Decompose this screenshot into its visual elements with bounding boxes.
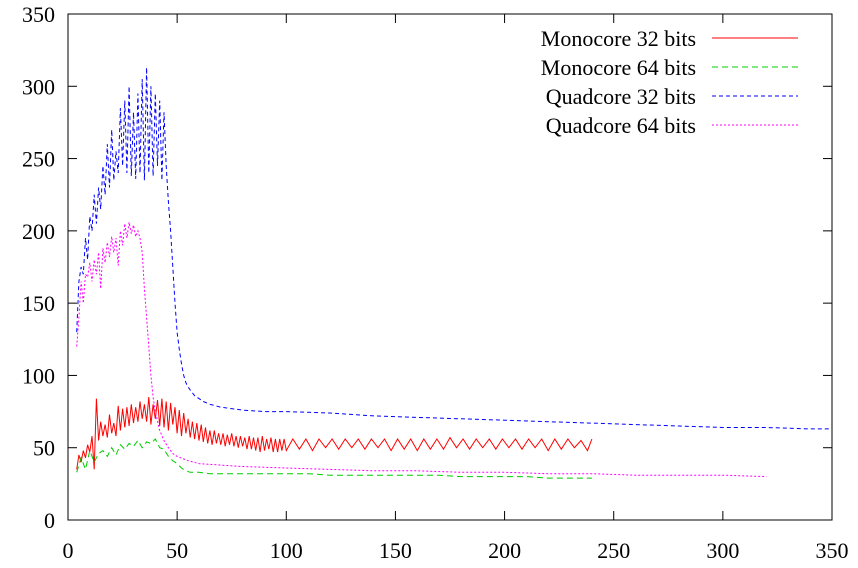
legend-label-0: Monocore 32 bits [541,26,696,51]
y-tick-label: 350 [22,2,55,27]
y-tick-label: 0 [44,508,55,533]
y-tick-label: 200 [22,219,55,244]
x-tick-label: 250 [597,538,630,563]
x-tick-label: 50 [166,538,188,563]
y-tick-label: 150 [22,291,55,316]
y-tick-label: 300 [22,74,55,99]
x-tick-label: 150 [379,538,412,563]
legend-label-3: Quadcore 64 bits [546,113,696,138]
y-tick-label: 100 [22,363,55,388]
series-lines [76,67,832,479]
y-tick-label: 250 [22,147,55,172]
x-tick-label: 0 [63,538,74,563]
x-tick-label: 200 [488,538,521,563]
x-tick-label: 300 [706,538,739,563]
axis-ticks: 0 50 100 150 200 250 300 350 0 50 100 150 200 250 300 3… [22,2,849,563]
series-line-0 [76,397,593,470]
series-line-3 [76,222,767,478]
x-tick-label: 100 [270,538,303,563]
plot-frame [67,13,833,521]
x-tick-label: 350 [816,538,849,563]
y-tick-label: 50 [33,436,55,461]
legend-label-1: Monocore 64 bits [541,55,696,80]
series-line-2 [76,67,832,430]
legend: Monocore 32 bits Monocore 64 bits Quadcore… [541,26,798,138]
legend-label-2: Quadcore 32 bits [546,84,696,109]
